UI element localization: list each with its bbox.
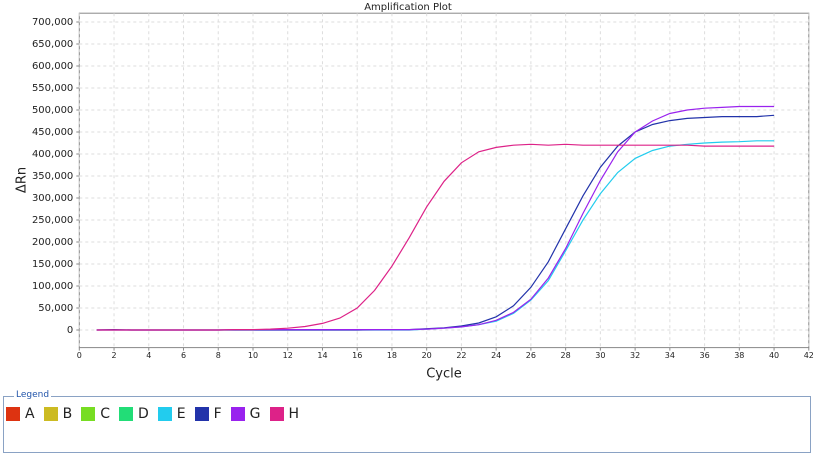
x-tick-label: 38 — [734, 351, 744, 360]
y-tick-label: 50,000 — [38, 303, 73, 314]
legend-item: C — [81, 406, 110, 422]
y-tick-label: 100,000 — [32, 281, 73, 292]
legend-label: E — [176, 406, 186, 422]
legend-swatch — [118, 407, 133, 421]
legend-swatch — [194, 407, 209, 421]
legend-item: B — [43, 406, 73, 422]
legend-swatch — [6, 407, 20, 421]
y-tick-label: 650,000 — [32, 39, 73, 50]
x-tick-label: 30 — [595, 351, 605, 360]
x-tick-label: 18 — [387, 351, 397, 360]
x-tick-label: 14 — [317, 351, 327, 360]
y-tick-label: 550,000 — [32, 83, 73, 94]
y-tick-label: 250,000 — [32, 215, 73, 226]
chart-title: Amplification Plot — [364, 2, 452, 13]
legend-item: E — [157, 406, 186, 422]
legend-swatch — [269, 407, 284, 421]
legend-label: F — [213, 406, 222, 422]
plot-area — [78, 12, 810, 349]
legend-item: D — [118, 406, 149, 422]
x-tick-label: 40 — [769, 351, 779, 360]
x-tick-label: 6 — [181, 351, 186, 360]
x-tick-label: 8 — [216, 351, 221, 360]
y-tick-label: 400,000 — [32, 149, 73, 160]
y-axis-label: ΔRn — [15, 167, 30, 193]
legend-swatch — [230, 407, 245, 421]
series-line — [96, 143, 775, 331]
legend-label: A — [25, 406, 35, 422]
x-tick-label: 32 — [630, 351, 640, 360]
legend-swatch — [81, 407, 96, 421]
x-tick-label: 34 — [665, 351, 675, 360]
y-tick-label: 500,000 — [32, 105, 73, 116]
x-tick-label: 10 — [248, 351, 258, 360]
x-tick-label: 26 — [526, 351, 536, 360]
legend-swatch — [157, 407, 172, 421]
chart: Amplification Plot Cycle ΔRn 0 50,000 100,… — [15, 2, 814, 382]
legend-item: H — [269, 406, 300, 422]
legend-item: A — [6, 406, 35, 422]
legend-title: Legend — [14, 390, 52, 400]
y-tick-label: 450,000 — [32, 127, 73, 138]
legend-label: D — [137, 406, 149, 422]
x-tick-label: 24 — [491, 351, 501, 360]
y-tick-label: 300,000 — [32, 193, 73, 204]
x-tick-label: 2 — [111, 351, 116, 360]
y-tick-label: 700,000 — [32, 17, 73, 28]
x-axis-label: Cycle — [426, 367, 462, 382]
x-tick-label: 4 — [146, 351, 151, 360]
x-tick-label: 36 — [699, 351, 709, 360]
y-tick-label: 150,000 — [32, 259, 73, 270]
x-tick-label: 0 — [77, 351, 82, 360]
legend-label: G — [249, 406, 261, 422]
x-tick-label: 28 — [561, 351, 571, 360]
legend-label: H — [288, 406, 300, 422]
y-tick-label: 350,000 — [32, 171, 73, 182]
x-tick-label: 12 — [283, 351, 293, 360]
x-tick-label: 22 — [456, 351, 466, 360]
legend-item: G — [230, 406, 261, 422]
y-tick-label: 600,000 — [32, 61, 73, 72]
x-tick-label: 20 — [422, 351, 432, 360]
legend-label: B — [62, 406, 73, 422]
legend-item: F — [194, 406, 222, 422]
legend-items: A B C D E F G H — [6, 406, 308, 422]
y-tick-label: 0 — [67, 325, 73, 336]
legend-label: C — [100, 406, 110, 422]
x-tick-label: 16 — [352, 351, 362, 360]
legend: Legend A B C D E F G H — [3, 390, 811, 453]
y-tick-label: 200,000 — [32, 237, 73, 248]
legend-swatch — [43, 407, 58, 421]
x-tick-label: 42 — [804, 351, 814, 360]
